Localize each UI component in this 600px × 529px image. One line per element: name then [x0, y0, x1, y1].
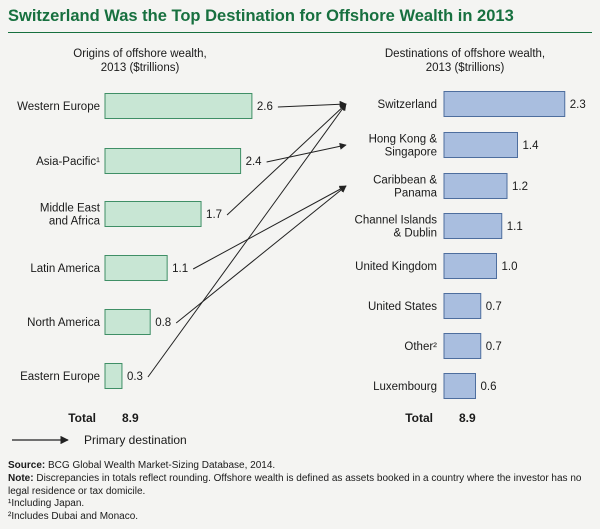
- destination-value-switzerland: 2.3: [570, 99, 586, 111]
- destination-value-united-kingdom: 1.0: [502, 261, 518, 273]
- flow-arrow-asia-pacific-to-hong-kong-singapore: [266, 142, 347, 163]
- destination-value-hong-kong-singapore: 1.4: [523, 140, 540, 152]
- footnote-2: ²Includes Dubai and Monaco.: [8, 511, 139, 523]
- origin-value-north-america: 0.8: [155, 317, 171, 329]
- note-text: Discrepancies in totals reflect rounding…: [8, 472, 582, 497]
- legend-label: Primary destination: [84, 433, 187, 447]
- destination-label-united-kingdom: United Kingdom: [355, 261, 437, 273]
- note-label: Note:: [8, 472, 34, 484]
- origins-heading: Origins of offshore wealth,: [73, 48, 206, 60]
- destination-bar-caribbean-panama: [443, 173, 508, 199]
- source-label: Source:: [8, 460, 46, 471]
- destination-label-hong-kong-singapore: Hong Kong & Singapore: [369, 134, 438, 159]
- destinations-total-label: Total: [405, 411, 433, 425]
- offshore-wealth-chart: Origins of offshore wealth, 2013 ($trill…: [12, 48, 586, 447]
- origin-bar-north-america: [104, 309, 151, 335]
- destination-value-united-states: 0.7: [486, 301, 502, 313]
- footnotes: Source: BCG Global Wealth Market-Sizing …: [8, 460, 592, 524]
- destination-bar-united-states: [443, 293, 482, 319]
- chart-title: Switzerland Was the Top Destination for …: [8, 7, 514, 25]
- destinations-heading: Destinations of offshore wealth,: [385, 48, 545, 60]
- destination-bar-channel-islands-dublin: [443, 213, 503, 239]
- origin-value-eastern-europe: 0.3: [127, 371, 143, 383]
- destination-value-caribbean-panama: 1.2: [512, 181, 528, 193]
- source-text: BCG Global Wealth Market-Sizing Database…: [45, 460, 276, 471]
- origin-bar-western-europe: [104, 93, 253, 119]
- origin-value-middle-east-and-africa: 1.7: [206, 209, 222, 221]
- flow-arrow-north-america-to-caribbean-panama: [175, 185, 347, 324]
- destination-bar-hong-kong-singapore: [443, 132, 518, 158]
- flow-arrow-western-europe-to-switzerland: [277, 100, 347, 108]
- destinations-total-value: 8.9: [459, 411, 476, 425]
- destination-label-other: Other²: [404, 341, 437, 353]
- destination-label-switzerland: Switzerland: [378, 99, 437, 111]
- origins-total-value: 8.9: [122, 411, 139, 425]
- destination-label-luxembourg: Luxembourg: [373, 381, 437, 393]
- destination-label-caribbean-panama: Caribbean & Panama: [373, 175, 438, 200]
- origin-label-asia-pacific: Asia-Pacific¹: [36, 156, 100, 168]
- flow-arrows-group: [147, 100, 347, 378]
- origin-value-western-europe: 2.6: [257, 101, 273, 113]
- origin-value-latin-america: 1.1: [172, 263, 188, 275]
- destination-bar-switzerland: [443, 91, 566, 117]
- origin-label-western-europe: Western Europe: [17, 101, 100, 113]
- source-line: Source: BCG Global Wealth Market-Sizing …: [8, 460, 592, 473]
- origin-label-latin-america: Latin America: [30, 263, 100, 275]
- destination-bar-united-kingdom: [443, 253, 497, 279]
- destinations-subheading: 2013 ($trillions): [426, 62, 505, 74]
- origin-bar-asia-pacific: [104, 148, 242, 174]
- origins-subheading: 2013 ($trillions): [101, 62, 180, 74]
- origin-bars-group: Western Europe 2.6 Asia-Pacific¹ 2.4 Middle …: [17, 93, 273, 389]
- destination-label-united-states: United States: [368, 301, 437, 313]
- destination-label-channel-islands-dublin: Channel Islands & Dublin: [355, 215, 438, 240]
- origin-bar-middle-east-and-africa: [104, 201, 202, 227]
- destination-bars-group: Switzerland 2.3 Hong Kong & Singapore 1.4 Car…: [355, 91, 586, 399]
- origin-label-middle-east-and-africa: Middle East and Africa: [40, 203, 101, 228]
- origins-total-label: Total: [68, 411, 96, 425]
- origin-bar-latin-america: [104, 255, 168, 281]
- title-rule: [8, 32, 592, 33]
- note-line: Note: Discrepancies in totals reflect ro…: [8, 473, 592, 499]
- flow-arrow-middle-east-and-africa-to-switzerland: [226, 103, 347, 216]
- origin-bar-eastern-europe: [104, 363, 123, 389]
- origin-label-eastern-europe: Eastern Europe: [20, 371, 100, 383]
- footnote-1: ¹Including Japan.: [8, 498, 85, 510]
- origin-label-north-america: North America: [27, 317, 100, 329]
- destination-value-luxembourg: 0.6: [481, 381, 497, 393]
- flow-arrow-latin-america-to-caribbean-panama: [192, 185, 347, 270]
- origin-value-asia-pacific: 2.4: [246, 156, 263, 168]
- destination-bar-luxembourg: [443, 373, 476, 399]
- destination-bar-other: [443, 333, 482, 359]
- destination-value-other: 0.7: [486, 341, 502, 353]
- flow-arrow-eastern-europe-to-switzerland: [147, 103, 347, 378]
- destination-value-channel-islands-dublin: 1.1: [507, 221, 523, 233]
